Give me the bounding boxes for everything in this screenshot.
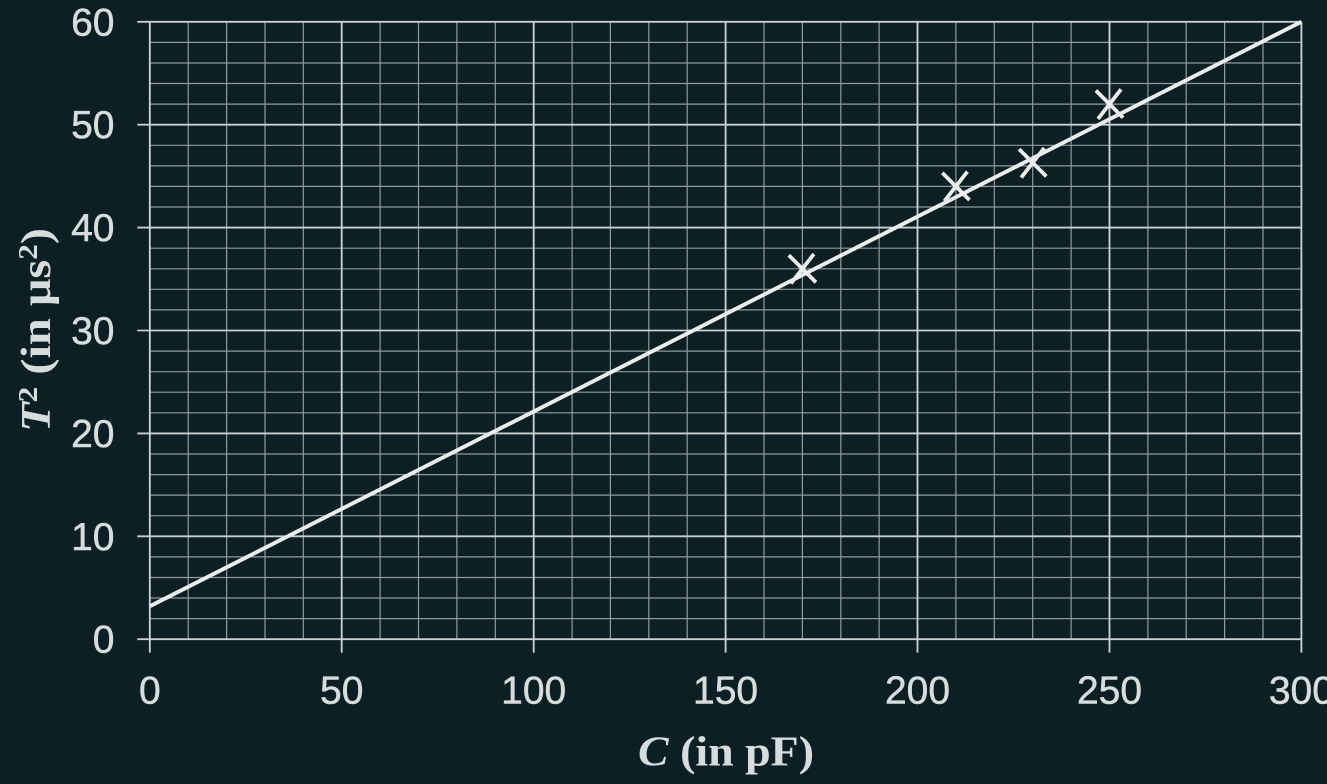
svg-text:200: 200 — [885, 670, 950, 713]
svg-text:0: 0 — [93, 619, 115, 662]
svg-text:T2 (in μs2): T2 (in μs2) — [13, 228, 60, 432]
svg-text:30: 30 — [71, 310, 114, 353]
svg-text:50: 50 — [320, 670, 363, 713]
svg-text:20: 20 — [71, 413, 114, 456]
svg-text:50: 50 — [71, 104, 114, 147]
svg-text:150: 150 — [693, 670, 758, 713]
svg-text:250: 250 — [1077, 670, 1142, 713]
svg-text:C (in pF): C (in pF) — [638, 730, 814, 776]
svg-text:10: 10 — [71, 516, 114, 559]
svg-text:40: 40 — [71, 207, 114, 250]
svg-text:60: 60 — [71, 1, 114, 44]
svg-text:300: 300 — [1269, 670, 1327, 713]
svg-text:0: 0 — [139, 670, 161, 713]
svg-text:100: 100 — [501, 670, 566, 713]
